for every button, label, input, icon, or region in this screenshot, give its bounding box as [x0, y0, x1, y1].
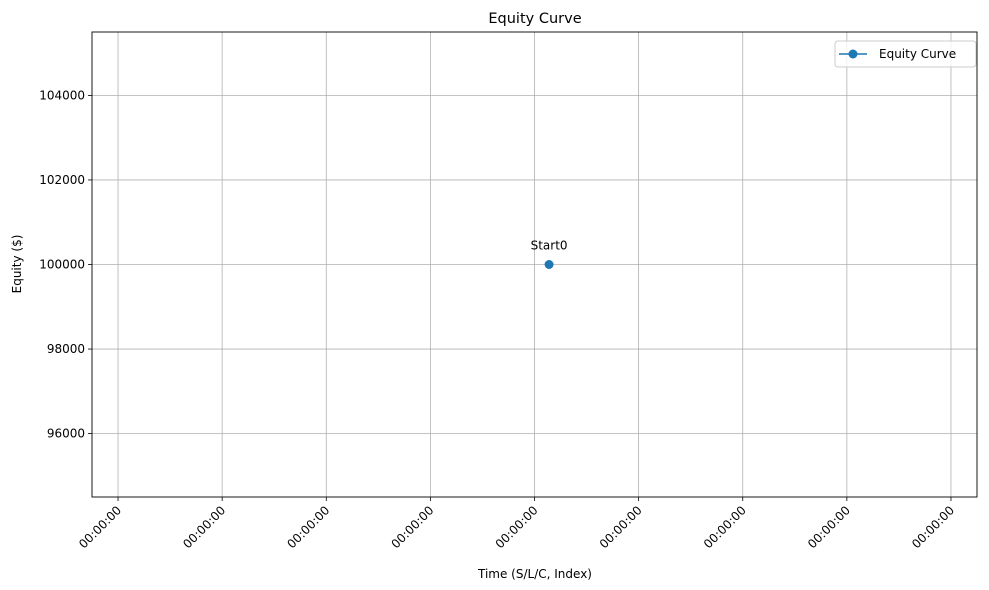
data-point [544, 260, 554, 269]
legend-dot-marker [848, 49, 858, 59]
y-tick-label: 96000 [47, 427, 85, 441]
x-tick-label: 00:00:00 [76, 503, 124, 551]
series-layer [544, 260, 554, 269]
x-tick-label: 00:00:00 [597, 503, 645, 551]
x-tick-label: 00:00:00 [493, 503, 541, 551]
plot-frame [91, 31, 978, 498]
y-axis-label: Equity ($) [10, 235, 24, 294]
annotation-layer: Start0 [531, 239, 568, 253]
grid-lines [92, 32, 977, 497]
x-tick-label: 00:00:00 [701, 503, 749, 551]
x-axis-label: Time (S/L/C, Index) [477, 567, 592, 581]
y-tick-label: 98000 [47, 342, 85, 356]
y-tick-label: 104000 [39, 88, 85, 102]
legend-label-equity-curve: Equity Curve [879, 47, 956, 61]
y-axis-ticks: 96000 98000 100000 102000 104000 [39, 88, 92, 441]
y-tick-label: 102000 [39, 173, 85, 187]
legend: Equity Curve [834, 40, 977, 68]
x-tick-label: 00:00:00 [805, 503, 853, 551]
point-annotation: Start0 [531, 239, 568, 253]
x-axis-ticks: 00:00:00 00:00:00 00:00:00 00:00:00 00:00:00… [76, 497, 957, 551]
y-tick-label: 100000 [39, 258, 85, 272]
x-tick-label: 00:00:00 [284, 503, 332, 551]
x-tick-label: 00:00:00 [909, 503, 957, 551]
chart-title: Equity Curve [488, 11, 581, 27]
legend-box [834, 40, 977, 68]
x-tick-label: 00:00:00 [180, 503, 228, 551]
x-tick-label: 00:00:00 [388, 503, 436, 551]
